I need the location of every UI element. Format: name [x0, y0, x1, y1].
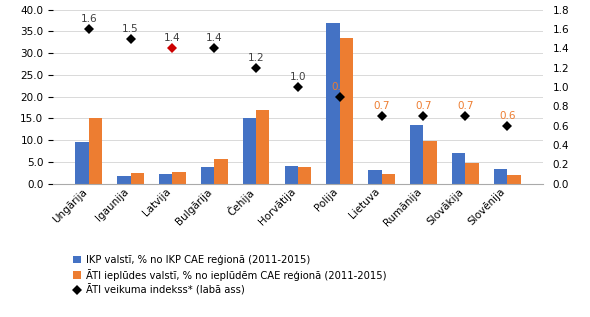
Text: 0.9: 0.9 [332, 82, 348, 92]
Bar [382, 174, 395, 184]
Bar [424, 141, 437, 184]
Bar [326, 23, 340, 184]
Text: 1.2: 1.2 [248, 53, 264, 63]
Text: 1.6: 1.6 [80, 14, 97, 24]
Bar [368, 170, 382, 184]
Text: 1.4: 1.4 [206, 33, 222, 43]
Bar [340, 38, 353, 184]
Bar [130, 172, 144, 184]
Bar [452, 153, 466, 184]
Text: 0.6: 0.6 [499, 111, 516, 121]
Bar [159, 174, 172, 184]
Bar [214, 159, 228, 184]
Bar [494, 170, 507, 184]
Bar [242, 119, 256, 184]
Legend: IKP valstī, % no IKP CAE reģionā (2011-2015), ĀTI ieplūdes valstī, % no ieplūdēm: IKP valstī, % no IKP CAE reģionā (2011-2… [73, 255, 386, 295]
Bar [88, 119, 102, 184]
Bar [298, 167, 312, 184]
Bar [117, 177, 130, 184]
Text: 0.7: 0.7 [373, 101, 390, 111]
Bar [410, 125, 424, 184]
Text: 1.5: 1.5 [122, 24, 139, 34]
Bar [507, 175, 520, 184]
Bar [256, 110, 270, 184]
Bar [284, 166, 298, 184]
Text: 0.7: 0.7 [415, 101, 432, 111]
Text: 0.7: 0.7 [457, 101, 474, 111]
Bar [172, 172, 186, 184]
Bar [466, 163, 478, 184]
Bar [76, 142, 88, 184]
Bar [201, 167, 214, 184]
Text: 1.4: 1.4 [164, 33, 181, 43]
Text: 1.0: 1.0 [290, 72, 306, 82]
